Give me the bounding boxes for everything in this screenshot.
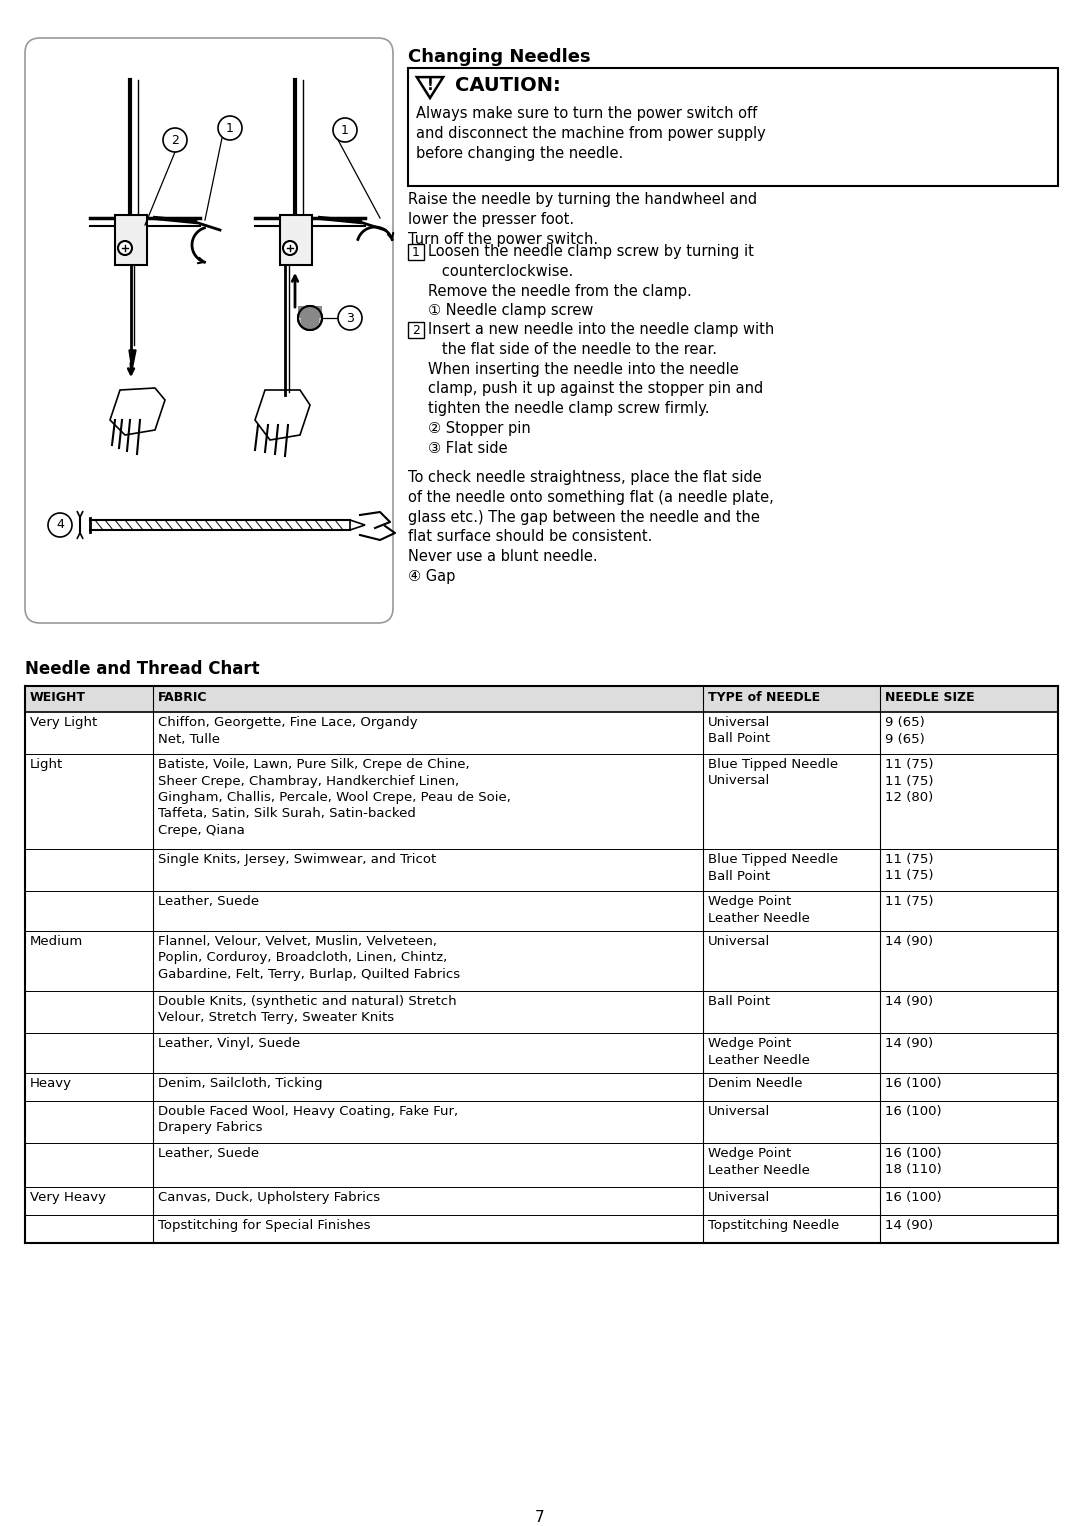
Polygon shape — [129, 349, 136, 369]
Circle shape — [338, 307, 362, 330]
Text: Leather, Suede: Leather, Suede — [158, 896, 259, 908]
Text: Universal: Universal — [708, 1105, 770, 1119]
Text: Double Knits, (synthetic and natural) Stretch
Velour, Stretch Terry, Sweater Kni: Double Knits, (synthetic and natural) St… — [158, 995, 457, 1024]
Text: Leather, Vinyl, Suede: Leather, Vinyl, Suede — [158, 1038, 300, 1050]
Circle shape — [118, 241, 132, 255]
Text: Wedge Point
Leather Needle: Wedge Point Leather Needle — [708, 896, 810, 925]
Polygon shape — [255, 391, 310, 439]
Text: Blue Tipped Needle
Ball Point: Blue Tipped Needle Ball Point — [708, 853, 838, 882]
Text: 2: 2 — [413, 324, 420, 337]
Text: Universal: Universal — [708, 1190, 770, 1204]
Text: Always make sure to turn the power switch off
and disconnect the machine from po: Always make sure to turn the power switc… — [416, 105, 766, 160]
Bar — [280, 215, 312, 266]
Text: 11 (75)
11 (75)
12 (80): 11 (75) 11 (75) 12 (80) — [885, 758, 933, 804]
Text: Insert a new needle into the needle clamp with
   the flat side of the needle to: Insert a new needle into the needle clam… — [428, 322, 774, 456]
Text: Needle and Thread Chart: Needle and Thread Chart — [25, 661, 259, 678]
Text: To check needle straightness, place the flat side
of the needle onto something f: To check needle straightness, place the … — [408, 470, 773, 584]
Text: 1: 1 — [341, 124, 349, 136]
Text: FABRIC: FABRIC — [158, 691, 207, 703]
Bar — [25, 687, 1058, 713]
Text: 7: 7 — [536, 1511, 544, 1524]
Text: 16 (100)
18 (110): 16 (100) 18 (110) — [885, 1148, 942, 1177]
Text: Light: Light — [30, 758, 64, 771]
Text: 1: 1 — [413, 246, 420, 258]
Text: 2: 2 — [171, 133, 179, 146]
Text: Canvas, Duck, Upholstery Fabrics: Canvas, Duck, Upholstery Fabrics — [158, 1190, 380, 1204]
Text: Denim Needle: Denim Needle — [708, 1077, 802, 1090]
Text: 1: 1 — [226, 122, 234, 134]
Text: TYPE of NEEDLE: TYPE of NEEDLE — [708, 691, 820, 703]
Text: Universal
Ball Point: Universal Ball Point — [708, 716, 770, 746]
Polygon shape — [298, 307, 322, 317]
Text: Blue Tipped Needle
Universal: Blue Tipped Needle Universal — [708, 758, 838, 787]
FancyBboxPatch shape — [25, 38, 393, 623]
Text: Loosen the needle clamp screw by turning it
   counterclockwise.
Remove the need: Loosen the needle clamp screw by turning… — [428, 244, 754, 319]
Text: 11 (75)
11 (75): 11 (75) 11 (75) — [885, 853, 933, 882]
Text: Flannel, Velour, Velvet, Muslin, Velveteen,
Poplin, Corduroy, Broadcloth, Linen,: Flannel, Velour, Velvet, Muslin, Velvete… — [158, 935, 460, 981]
Polygon shape — [350, 520, 365, 530]
Bar — [408, 69, 1058, 186]
Text: Denim, Sailcloth, Ticking: Denim, Sailcloth, Ticking — [158, 1077, 323, 1090]
Text: 14 (90): 14 (90) — [885, 935, 933, 948]
Text: Double Faced Wool, Heavy Coating, Fake Fur,
Drapery Fabrics: Double Faced Wool, Heavy Coating, Fake F… — [158, 1105, 458, 1134]
Circle shape — [283, 241, 297, 255]
Circle shape — [48, 513, 72, 537]
Text: Topstitching for Special Finishes: Topstitching for Special Finishes — [158, 1219, 370, 1231]
Text: Batiste, Voile, Lawn, Pure Silk, Crepe de Chine,
Sheer Crepe, Chambray, Handkerc: Batiste, Voile, Lawn, Pure Silk, Crepe d… — [158, 758, 511, 836]
Text: 16 (100): 16 (100) — [885, 1077, 942, 1090]
Polygon shape — [417, 78, 443, 98]
Circle shape — [333, 118, 357, 142]
Text: 9 (65)
9 (65): 9 (65) 9 (65) — [885, 716, 924, 746]
Text: 11 (75): 11 (75) — [885, 896, 933, 908]
Text: Very Heavy: Very Heavy — [30, 1190, 106, 1204]
Text: Leather, Suede: Leather, Suede — [158, 1148, 259, 1160]
Text: Changing Needles: Changing Needles — [408, 47, 591, 66]
Text: NEEDLE SIZE: NEEDLE SIZE — [885, 691, 974, 703]
Circle shape — [298, 307, 322, 330]
Text: Universal: Universal — [708, 935, 770, 948]
Text: 4: 4 — [56, 519, 64, 531]
Circle shape — [163, 128, 187, 153]
Text: 3: 3 — [346, 311, 354, 325]
Text: Single Knits, Jersey, Swimwear, and Tricot: Single Knits, Jersey, Swimwear, and Tric… — [158, 853, 436, 865]
Text: Ball Point: Ball Point — [708, 995, 770, 1009]
Bar — [408, 322, 424, 337]
Text: !: ! — [427, 78, 433, 93]
Text: Chiffon, Georgette, Fine Lace, Organdy
Net, Tulle: Chiffon, Georgette, Fine Lace, Organdy N… — [158, 716, 418, 746]
Polygon shape — [110, 388, 165, 435]
Text: 16 (100): 16 (100) — [885, 1190, 942, 1204]
Text: Topstitching Needle: Topstitching Needle — [708, 1219, 839, 1231]
Circle shape — [218, 116, 242, 140]
Text: Medium: Medium — [30, 935, 83, 948]
Bar — [408, 244, 424, 259]
Text: CAUTION:: CAUTION: — [455, 76, 561, 95]
Text: WEIGHT: WEIGHT — [30, 691, 86, 703]
Text: 16 (100): 16 (100) — [885, 1105, 942, 1119]
Text: 14 (90): 14 (90) — [885, 1219, 933, 1231]
Text: 14 (90): 14 (90) — [885, 995, 933, 1009]
Text: Wedge Point
Leather Needle: Wedge Point Leather Needle — [708, 1038, 810, 1067]
Text: Very Light: Very Light — [30, 716, 97, 729]
Circle shape — [301, 311, 319, 330]
Text: Raise the needle by turning the handwheel and
lower the presser foot.
Turn off t: Raise the needle by turning the handwhee… — [408, 192, 757, 247]
Text: 14 (90): 14 (90) — [885, 1038, 933, 1050]
Text: Heavy: Heavy — [30, 1077, 72, 1090]
Bar — [114, 215, 147, 266]
Text: Wedge Point
Leather Needle: Wedge Point Leather Needle — [708, 1148, 810, 1177]
